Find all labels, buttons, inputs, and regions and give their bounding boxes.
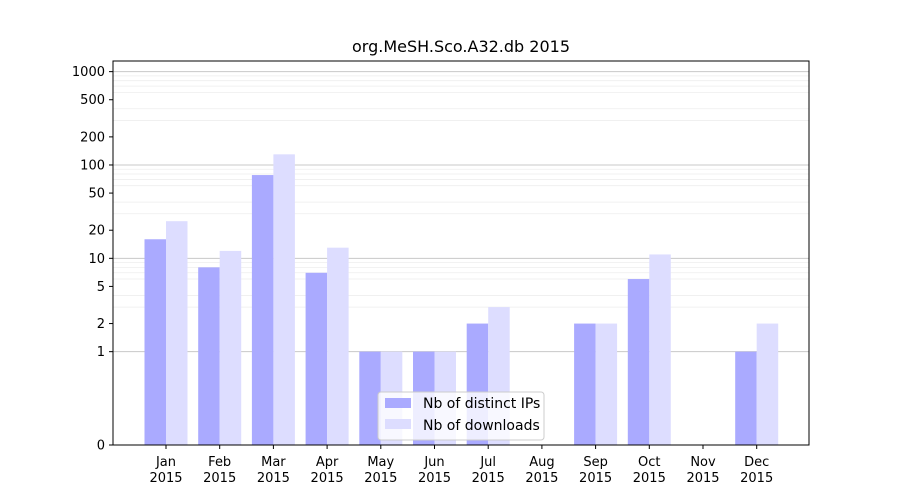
bar-ips [735, 351, 757, 445]
bar-ips [144, 239, 166, 445]
y-tick-label: 5 [97, 280, 105, 295]
legend-label-downloads: Nb of downloads [423, 418, 540, 434]
legend: Nb of distinct IPs Nb of downloads [377, 391, 545, 441]
legend-box [377, 391, 545, 441]
y-tick-label: 0 [97, 439, 105, 454]
x-tick-label: Oct 2015 [633, 455, 666, 486]
y-axis: 0 1 2 5 10 20 50 100 200 500 1000 [72, 65, 113, 454]
bar-ips [305, 272, 328, 445]
y-tick-label: 10 [88, 252, 105, 267]
x-tick-label: Sep 2015 [579, 455, 612, 486]
y-tick-label: 1000 [72, 65, 105, 80]
bar-downloads [327, 247, 349, 445]
y-tick-label: 1 [97, 345, 105, 360]
y-tick-label: 100 [80, 158, 105, 173]
y-tick-label: 2 [97, 317, 105, 332]
plot-frame [112, 60, 810, 446]
x-tick-label: May 2015 [364, 455, 397, 486]
x-tick-label: Jun 2015 [418, 455, 451, 486]
bar-ips [574, 323, 596, 445]
bar-ips [251, 175, 274, 445]
bar-downloads [756, 323, 779, 445]
y-tick-label: 500 [80, 93, 105, 108]
x-tick-label: Aug 2015 [525, 455, 558, 486]
bar-downloads [595, 323, 618, 445]
y-tick-label: 20 [88, 224, 105, 239]
bar-downloads [219, 250, 242, 445]
bar-ips [359, 351, 381, 445]
y-tick-label: 50 [88, 187, 105, 202]
x-tick-label: Feb 2015 [203, 455, 236, 486]
x-tick-label: Dec 2015 [740, 455, 773, 486]
x-tick-label: Jul 2015 [472, 455, 505, 486]
bar-ips [198, 267, 220, 445]
x-axis: Jan 2015 Feb 2015 Mar 2015 Apr 2015 May 2015 Jun 20… [149, 445, 773, 486]
x-tick-label: Mar 2015 [257, 455, 290, 486]
legend-label-ips: Nb of distinct IPs [423, 396, 540, 412]
x-tick-label: Apr 2015 [311, 455, 344, 486]
bar-downloads [273, 154, 295, 445]
legend-swatch-downloads [385, 419, 411, 429]
bar-ips [627, 279, 650, 445]
legend-swatch-ips [385, 398, 411, 408]
chart-title: org.MeSH.Sco.A32.db 2015 [352, 37, 570, 56]
bar-downloads [166, 221, 188, 445]
y-tick-label: 200 [80, 130, 105, 145]
bar-downloads [649, 254, 671, 445]
x-tick-label: Nov 2015 [686, 455, 719, 486]
x-tick-label: Jan 2015 [149, 455, 182, 486]
